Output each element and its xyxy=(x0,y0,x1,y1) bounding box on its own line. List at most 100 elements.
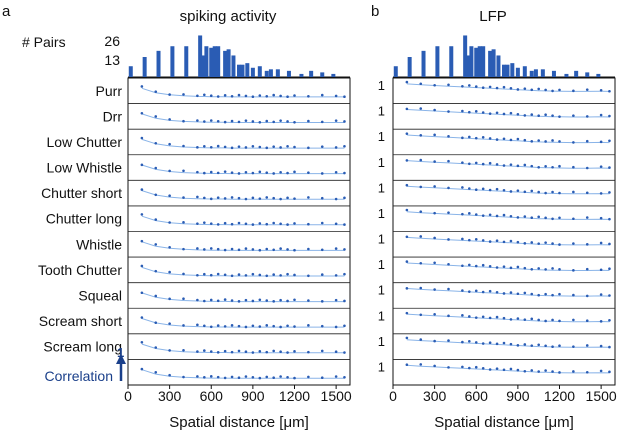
x-tick-label: 300 xyxy=(423,388,447,404)
histogram-bar xyxy=(596,73,601,77)
data-point xyxy=(488,240,492,243)
data-point xyxy=(572,269,575,272)
data-point xyxy=(509,318,513,321)
data-point xyxy=(168,93,171,96)
data-point xyxy=(433,339,436,343)
data-point xyxy=(203,376,206,379)
histogram-bar xyxy=(198,35,203,77)
data-point xyxy=(502,164,506,167)
data-point xyxy=(488,188,492,192)
lfp-row-tick: 1 xyxy=(378,155,385,170)
data-point xyxy=(523,114,527,117)
data-point xyxy=(237,248,241,252)
data-point xyxy=(258,350,262,353)
data-point xyxy=(343,248,346,251)
data-point xyxy=(530,344,534,347)
data-point xyxy=(433,313,436,316)
data-point xyxy=(216,247,220,251)
data-point xyxy=(196,375,199,378)
lfp-row-tick: 1 xyxy=(378,232,385,247)
data-point xyxy=(461,212,464,216)
lfp-row-tick: 1 xyxy=(378,257,385,272)
data-point xyxy=(223,325,227,328)
data-point xyxy=(516,265,520,269)
histogram-bar xyxy=(496,55,501,77)
data-point xyxy=(182,348,185,352)
data-point xyxy=(433,83,436,87)
data-point xyxy=(293,197,296,200)
data-point xyxy=(203,120,206,123)
histogram-bar xyxy=(245,63,250,77)
data-point xyxy=(572,370,575,373)
data-point xyxy=(495,367,499,370)
data-point xyxy=(419,363,423,366)
data-point xyxy=(244,170,248,174)
data-point xyxy=(481,263,485,267)
data-point xyxy=(334,274,338,277)
data-point xyxy=(168,221,171,224)
data-point xyxy=(154,370,158,374)
data-point xyxy=(343,351,346,354)
data-point xyxy=(468,110,471,114)
fit-curve xyxy=(406,83,610,92)
data-point xyxy=(509,342,513,346)
data-point xyxy=(599,241,603,245)
data-point xyxy=(481,162,485,166)
data-point xyxy=(196,94,199,98)
data-point xyxy=(419,235,423,238)
data-point xyxy=(251,95,255,98)
data-point xyxy=(585,216,589,219)
data-point xyxy=(516,216,520,219)
fit-curve xyxy=(406,109,610,118)
data-point xyxy=(258,197,262,200)
data-point xyxy=(154,321,158,325)
data-point xyxy=(495,315,499,319)
data-point xyxy=(182,324,185,327)
histogram-bar xyxy=(421,50,426,77)
data-point xyxy=(182,375,185,379)
data-point xyxy=(320,324,324,328)
fit-curve xyxy=(141,113,345,123)
data-point xyxy=(293,248,296,252)
data-point xyxy=(237,324,241,328)
data-point xyxy=(203,324,206,328)
data-point xyxy=(307,119,310,123)
data-point xyxy=(182,272,185,276)
x-ticks-lfp: 0 300 600 900 1200 1500 xyxy=(389,385,617,404)
data-point xyxy=(461,109,464,113)
data-point xyxy=(516,240,520,244)
data-point xyxy=(585,115,589,118)
data-point xyxy=(244,274,248,277)
histogram-bar xyxy=(481,46,486,77)
data-point xyxy=(307,171,310,174)
data-point xyxy=(334,94,338,98)
condition-label: Purr xyxy=(96,83,123,99)
data-point xyxy=(182,297,185,301)
data-point xyxy=(447,238,450,241)
data-point xyxy=(405,208,409,212)
data-point xyxy=(599,140,603,144)
data-point xyxy=(279,119,282,122)
data-point xyxy=(203,349,206,352)
data-point xyxy=(599,293,603,296)
data-point xyxy=(272,349,275,353)
lfp-row-tick: 1 xyxy=(378,129,385,144)
data-point xyxy=(572,318,575,322)
data-point xyxy=(265,350,269,354)
data-point xyxy=(523,343,527,346)
histogram-bar xyxy=(407,57,412,77)
data-point xyxy=(468,366,471,370)
data-point xyxy=(203,196,206,200)
data-point xyxy=(468,290,471,293)
histogram-bar xyxy=(466,55,471,77)
fit-curve xyxy=(141,343,345,354)
data-point xyxy=(265,375,269,379)
panel-a-title: spiking activity xyxy=(180,8,277,25)
data-point xyxy=(537,87,540,91)
data-point xyxy=(223,376,227,380)
x-axis-label-lfp: Spatial distance [μm] xyxy=(434,414,574,431)
fit-curve xyxy=(141,190,345,200)
data-point xyxy=(516,164,520,168)
data-point xyxy=(481,187,485,191)
data-point xyxy=(502,316,506,320)
